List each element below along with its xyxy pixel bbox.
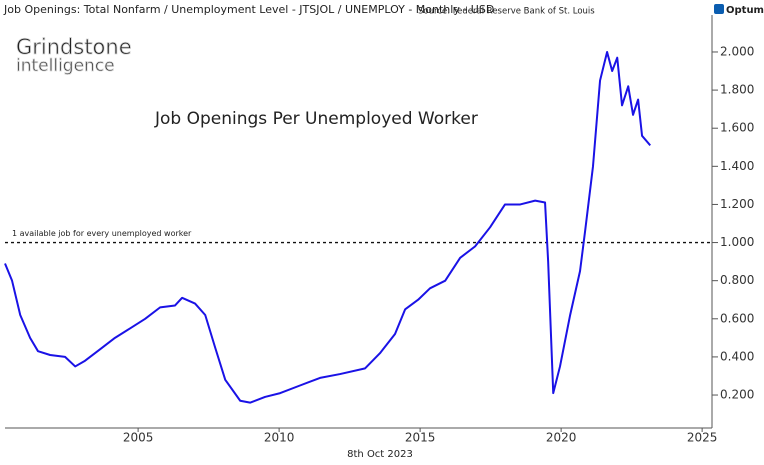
y-tick-label: 1.200 bbox=[720, 197, 754, 211]
y-tick-label: 0.200 bbox=[720, 388, 754, 402]
x-tick-label: 2005 bbox=[123, 431, 154, 445]
y-tick-label: 0.600 bbox=[720, 311, 754, 325]
y-tick-label: 1.000 bbox=[720, 235, 754, 249]
watermark: intelligence bbox=[16, 56, 115, 76]
date-label: 8th Oct 2023 bbox=[347, 449, 413, 460]
y-tick-label: 1.400 bbox=[720, 159, 754, 173]
y-tick-label: 0.800 bbox=[720, 273, 754, 287]
x-tick-label: 2025 bbox=[687, 431, 718, 445]
data-line bbox=[4, 50, 651, 404]
watermark: Grindstone bbox=[16, 35, 132, 59]
y-tick-label: 1.600 bbox=[720, 121, 754, 135]
y-tick-label: 2.000 bbox=[720, 44, 754, 58]
y-tick-label: 1.800 bbox=[720, 83, 754, 97]
chart-source: Source: Federal Reserve Bank of St. Loui… bbox=[418, 7, 595, 17]
reference-label: 1 available job for every unemployed wor… bbox=[12, 229, 192, 238]
x-tick-label: 2015 bbox=[405, 431, 436, 445]
y-tick-label: 0.400 bbox=[720, 349, 754, 363]
chart-title: Job Openings: Total Nonfarm / Unemployme… bbox=[3, 3, 494, 16]
x-tick-label: 2010 bbox=[264, 431, 295, 445]
brand-icon bbox=[714, 4, 724, 14]
annotation: Job Openings Per Unemployed Worker bbox=[154, 109, 478, 129]
x-tick-label: 2020 bbox=[546, 431, 577, 445]
brand: Optuma bbox=[726, 5, 764, 16]
